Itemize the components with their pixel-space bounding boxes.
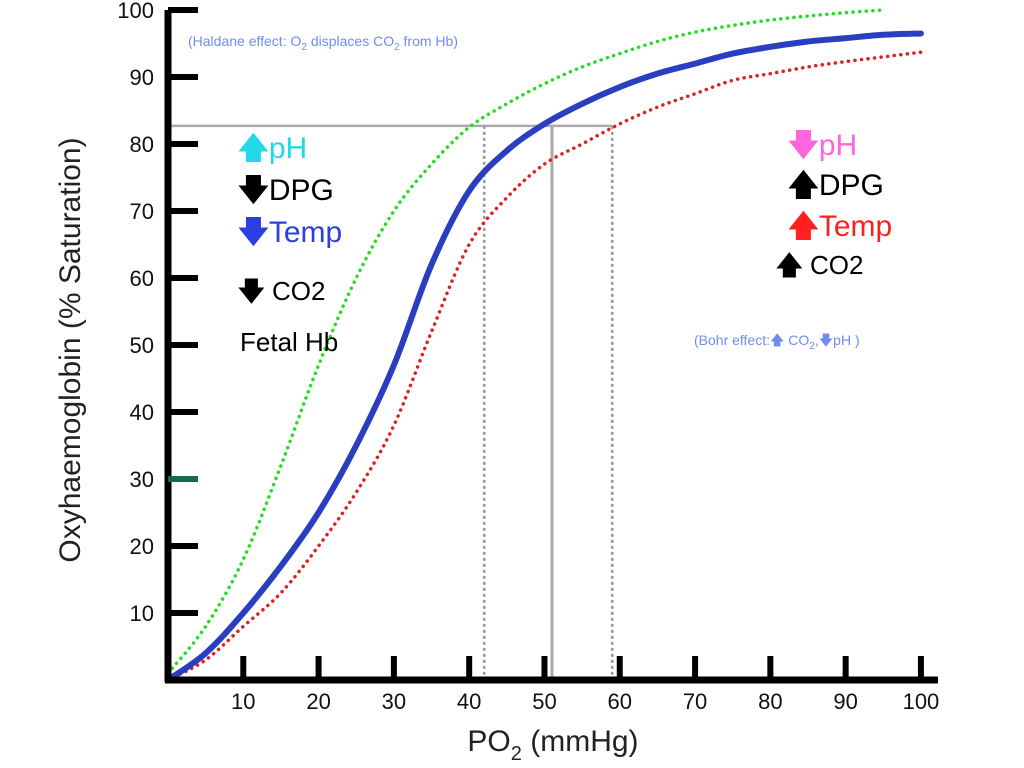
x-axis-label: PO2 (mmHg) (467, 725, 638, 765)
down-arrow-icon: 🡇 (238, 276, 265, 306)
up-arrow-icon: 🡅 (776, 250, 803, 280)
x-tick-label: 40 (457, 689, 481, 714)
up-arrow-icon: 🡅 (788, 210, 819, 243)
right-temp-label: 🡅Temp (788, 210, 893, 243)
normal-curve (165, 30, 924, 683)
y-tick-label: 70 (130, 199, 154, 224)
left-ph-label: 🡅pH (238, 132, 308, 165)
x-tick-label: 100 (903, 689, 940, 714)
fetal-hb-label: Fetal Hb (240, 327, 339, 357)
right-co2-label: 🡅 CO2 (776, 250, 864, 280)
up-arrow-icon: 🡅 (770, 332, 785, 348)
tick-labels: 10 20 30 40 50 60 70 80 90 100 10 20 30 40 50 60 70 80 90 1… (117, 0, 939, 714)
x-tick-label: 70 (683, 689, 707, 714)
down-arrow-icon: 🡇 (818, 332, 834, 348)
y-tick-label: 60 (130, 266, 154, 291)
x-tick-label: 10 (231, 689, 255, 714)
y-tick-label: 90 (130, 65, 154, 90)
y-tick-label: 80 (130, 132, 154, 157)
haldane-effect-note: (Haldane effect: O2 displaces CO2 from H… (188, 33, 458, 53)
y-tick-label: 100 (117, 0, 154, 23)
x-tick-label: 20 (306, 689, 330, 714)
x-tick-label: 60 (608, 689, 632, 714)
left-co2-label: 🡇 CO2 (238, 276, 326, 306)
shifted-curve-22dd22 (166, 8, 886, 676)
up-arrow-icon: 🡅 (788, 169, 819, 202)
curve-series (165, 8, 924, 683)
up-arrow-icon: 🡅 (238, 132, 269, 165)
y-tick-label: 50 (130, 333, 154, 358)
down-arrow-icon: 🡇 (238, 216, 269, 249)
y-axis-label: Oxyhaemoglobin (% Saturation) (54, 137, 87, 562)
y-tick-label: 30 (130, 467, 154, 492)
y-tick-label: 10 (130, 601, 154, 626)
x-tick-label: 30 (382, 689, 406, 714)
x-tick-label: 80 (758, 689, 782, 714)
right-ph-label: 🡇pH (788, 129, 858, 162)
down-arrow-icon: 🡇 (788, 129, 819, 162)
bohr-effect-note: (Bohr effect:🡅 CO2,🡇pH ) (694, 332, 860, 352)
left-temp-label: 🡇Temp (238, 216, 343, 249)
down-arrow-icon: 🡇 (238, 174, 269, 207)
y-tick-label: 40 (130, 400, 154, 425)
x-tick-label: 90 (833, 689, 857, 714)
tick-marks (168, 7, 924, 680)
left-dpg-label: 🡇DPG (238, 174, 334, 207)
x-tick-label: 50 (532, 689, 556, 714)
reference-lines (168, 124, 614, 680)
right-dpg-label: 🡅DPG (788, 169, 884, 202)
y-tick-label: 20 (130, 534, 154, 559)
